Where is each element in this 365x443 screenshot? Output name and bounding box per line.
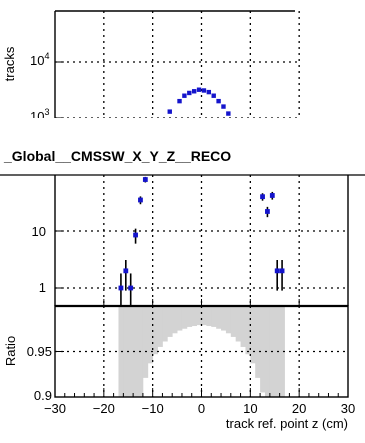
ratio-band-bin — [147, 306, 154, 364]
main-data-point — [133, 232, 138, 238]
ratio-xtick-label: −30 — [44, 401, 66, 416]
ratio-panel: Ratio 0.95 0.9 −30 −20 −10 0 10 20 30 track re… — [3, 304, 355, 431]
ratio-grid — [55, 306, 348, 397]
top-data-point — [226, 111, 231, 116]
main-data-point — [269, 193, 275, 198]
main-data-point — [128, 285, 134, 291]
top-data-point — [187, 90, 192, 96]
top-data-point — [177, 98, 182, 104]
ratio-band-bin — [216, 306, 222, 329]
ratio-band-bin — [162, 306, 168, 342]
ratio-band-bin — [177, 306, 183, 331]
ratio-band-bin — [201, 306, 207, 326]
main-data-points — [118, 176, 285, 306]
top-data-point — [221, 104, 226, 109]
main-data-point — [260, 194, 265, 200]
ratio-ytick-label-0.95: 0.95 — [27, 344, 52, 359]
top-data-point — [196, 87, 202, 92]
histogram-title: _Global__CMSSW_X_Y_Z__RECO — [3, 148, 231, 164]
ratio-band-bin — [211, 306, 217, 327]
ratio-xtick-label: 30 — [341, 401, 355, 416]
ratio-band-bin — [240, 306, 246, 347]
ratio-xtick-labels: −30 −20 −10 0 10 20 30 — [44, 401, 355, 416]
ratio-ticks — [54, 351, 349, 398]
top-data-point — [182, 93, 187, 98]
top-data-point — [191, 89, 197, 94]
ratio-band-bin — [133, 306, 139, 397]
ratio-xtick-label: 10 — [243, 401, 257, 416]
ratio-band-bin — [264, 306, 271, 397]
ratio-band-bin — [167, 306, 173, 337]
ratio-band-bin — [123, 306, 129, 397]
main-data-point — [274, 268, 280, 274]
top-data-point — [211, 93, 216, 98]
ratio-band-bin — [245, 306, 251, 355]
ratio-band-bin — [186, 306, 193, 327]
top-data-point — [216, 98, 221, 104]
ratio-band-bin — [172, 306, 178, 334]
ratio-xtick-label: −20 — [93, 401, 115, 416]
main-ytick-label-1: 1 — [39, 280, 46, 295]
ratio-band-bin — [152, 306, 158, 355]
ratio-xtick-label: 20 — [292, 401, 306, 416]
panel-gap — [0, 118, 365, 180]
ratio-band-bin — [250, 306, 256, 364]
ratio-band-bin — [230, 306, 237, 337]
top-ylabel: tracks — [2, 46, 17, 81]
main-data-point — [265, 209, 270, 214]
top-data-point — [206, 89, 212, 95]
ratio-band-bin — [157, 306, 163, 347]
ratio-band-bin — [142, 306, 149, 378]
main-data-point — [123, 268, 129, 274]
main-data-point — [279, 268, 285, 274]
ratio-band-bin — [221, 306, 227, 331]
ratio-band-bin — [225, 306, 232, 334]
ratio-band-bin — [260, 306, 266, 393]
ratio-band-bin — [128, 306, 134, 397]
main-data-point — [118, 285, 124, 291]
ratio-band-bin — [255, 306, 261, 378]
ratio-xtick-label: −10 — [142, 401, 164, 416]
ratio-band-bin — [235, 306, 241, 342]
ratio-band-bin — [181, 306, 188, 329]
ratio-xlabel: track ref. point z (cm) — [226, 416, 348, 431]
top-data-points — [167, 87, 231, 116]
ratio-ylabel: Ratio — [3, 336, 18, 366]
ratio-band-bin — [196, 306, 202, 326]
main-data-point — [138, 197, 143, 203]
top-panel: tracks 104 103 — [2, 10, 300, 124]
main-panel: 10 1 — [32, 175, 349, 306]
main-data-point — [142, 177, 148, 182]
ratio-xtick-label: 0 — [198, 401, 205, 416]
ratio-ytick-label-0.9: 0.9 — [34, 388, 52, 403]
ratio-band-bin — [206, 306, 212, 327]
main-grid — [55, 175, 348, 306]
top-data-point — [201, 88, 207, 93]
top-ticks — [55, 61, 64, 119]
top-ytick-label-high: 104 — [30, 51, 49, 68]
top-data-point — [167, 109, 172, 114]
ratio-band-bin — [191, 306, 198, 327]
ratio-band-bin — [279, 306, 285, 397]
main-ytick-label-10: 10 — [32, 224, 46, 239]
